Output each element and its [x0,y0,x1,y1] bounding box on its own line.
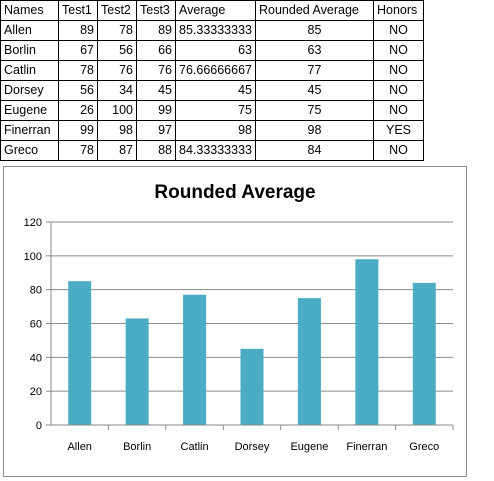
cell-test1[interactable]: 78 [58,140,98,161]
rounded-average-bar-chart: Rounded Average 0 20 40 60 80 100 120 Allen Borli… [24,182,454,453]
y-tick-label: 0 [36,420,42,432]
cell-test1[interactable]: 26 [58,100,98,121]
cell-honors[interactable]: NO [373,40,424,61]
cell-rounded-average[interactable]: 75 [255,100,374,121]
cell-honors[interactable]: YES [373,120,424,141]
table-row: Greco 78 87 88 84.33333333 84 NO [0,140,424,161]
y-tick-label: 40 [30,352,42,364]
cell-rounded-average[interactable]: 84 [255,140,374,161]
cell-name[interactable]: Finerran [0,120,59,141]
column-header-test3[interactable]: Test3 [136,0,176,21]
cell-test1[interactable]: 56 [58,80,98,101]
cell-average[interactable]: 45 [175,80,256,101]
table-row: Dorsey 56 34 45 45 45 NO [0,80,424,101]
cell-test3[interactable]: 45 [136,80,176,101]
bar-greco [412,282,436,425]
cell-honors[interactable]: NO [373,100,424,121]
cell-average[interactable]: 76.66666667 [175,60,256,81]
cell-rounded-average[interactable]: 63 [255,40,374,61]
y-tick-label: 120 [24,217,42,229]
cell-test3[interactable]: 76 [136,60,176,81]
table-row: Allen 89 78 89 85.33333333 85 NO [0,20,424,41]
x-tick-label: Catlin [181,441,209,453]
cell-honors[interactable]: NO [373,80,424,101]
bar-borlin [125,318,149,425]
cell-test3[interactable]: 88 [136,140,176,161]
cell-rounded-average[interactable]: 45 [255,80,374,101]
bar-dorsey [240,348,264,425]
cell-test3[interactable]: 99 [136,100,176,121]
cell-rounded-average[interactable]: 98 [255,120,374,141]
y-tick-label: 60 [30,319,42,331]
cell-test2[interactable]: 76 [97,60,137,81]
column-header-honors[interactable]: Honors [373,0,424,21]
cell-test3[interactable]: 89 [136,20,176,41]
y-tick-label: 100 [24,251,42,263]
cell-name[interactable]: Catlin [0,60,59,81]
cell-test1[interactable]: 99 [58,120,98,141]
cell-name[interactable]: Borlin [0,40,59,61]
y-tick-label: 20 [30,386,42,398]
cell-name[interactable]: Allen [0,20,59,41]
table-row: Borlin 67 56 66 63 63 NO [0,40,424,61]
cell-test3[interactable]: 97 [136,120,176,141]
column-header-rounded-average[interactable]: Rounded Average [255,0,374,21]
x-tick-label: Dorsey [235,441,270,453]
header-row: Names Test1 Test2 Test3 Average Rounded … [0,0,424,21]
cell-average[interactable]: 85.33333333 [175,20,256,41]
cell-honors[interactable]: NO [373,20,424,41]
cell-average[interactable]: 98 [175,120,256,141]
x-tick-label: Eugene [290,441,328,453]
y-tick-label: 80 [30,285,42,297]
cell-name[interactable]: Dorsey [0,80,59,101]
cell-rounded-average[interactable]: 77 [255,60,374,81]
cell-name[interactable]: Eugene [0,100,59,121]
table-row: Eugene 26 100 99 75 75 NO [0,100,424,121]
cell-test1[interactable]: 67 [58,40,98,61]
cell-test2[interactable]: 87 [97,140,137,161]
x-tick-label: Finerran [346,441,387,453]
cell-average[interactable]: 75 [175,100,256,121]
cell-honors[interactable]: NO [373,60,424,81]
chart-title: Rounded Average [154,182,315,203]
cell-test2[interactable]: 98 [97,120,137,141]
column-header-names[interactable]: Names [0,0,59,21]
cell-test3[interactable]: 66 [136,40,176,61]
spreadsheet-table: Names Test1 Test2 Test3 Average Rounded … [0,0,424,161]
cell-honors[interactable]: NO [373,140,424,161]
cell-test1[interactable]: 89 [58,20,98,41]
cell-name[interactable]: Greco [0,140,59,161]
cell-test2[interactable]: 34 [97,80,137,101]
x-tick-label: Borlin [123,441,151,453]
cell-test2[interactable]: 100 [97,100,137,121]
cell-rounded-average[interactable]: 85 [255,20,374,41]
chart-area[interactable]: Rounded Average 0 20 40 60 80 100 120 Allen Borli… [3,166,467,477]
column-header-test2[interactable]: Test2 [97,0,137,21]
bar-finerran [355,259,379,425]
bar-eugene [297,298,321,425]
cell-test2[interactable]: 56 [97,40,137,61]
cell-average[interactable]: 63 [175,40,256,61]
x-tick-label: Greco [409,441,439,453]
cell-test2[interactable]: 78 [97,20,137,41]
table-row: Catlin 78 76 76 76.66666667 77 NO [0,60,424,81]
bar-catlin [183,294,207,425]
cell-average[interactable]: 84.33333333 [175,140,256,161]
x-tick-label: Allen [67,441,91,453]
column-header-average[interactable]: Average [175,0,256,21]
column-header-test1[interactable]: Test1 [58,0,98,21]
cell-test1[interactable]: 78 [58,60,98,81]
bar-allen [68,281,92,425]
table-row: Finerran 99 98 97 98 98 YES [0,120,424,141]
